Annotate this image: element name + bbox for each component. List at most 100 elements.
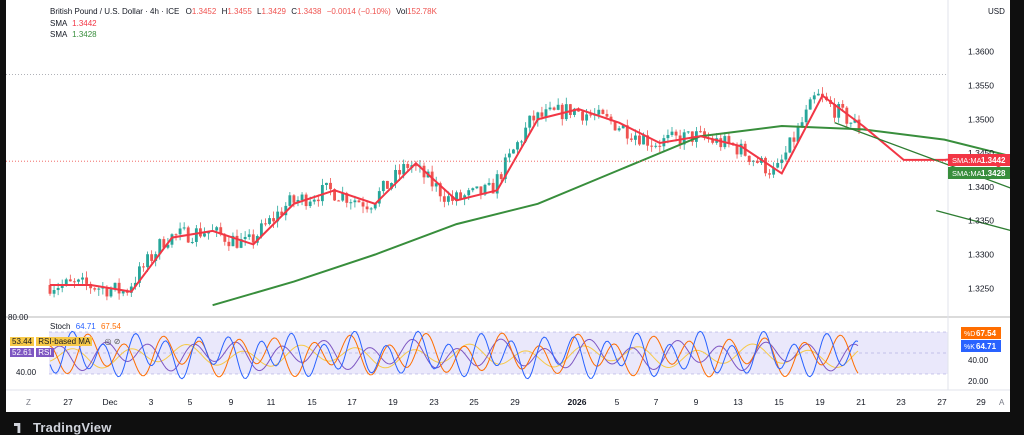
price-badge	[948, 167, 1010, 179]
price-badge	[948, 154, 1010, 166]
stoch-d-value: 67.54	[100, 322, 121, 331]
candle-body	[780, 159, 784, 164]
candle-body	[609, 116, 613, 122]
price-tick-label: 1.3550	[968, 80, 994, 90]
candle-body	[292, 195, 296, 203]
candle-body	[365, 206, 369, 210]
rsi-label: RSI	[36, 348, 54, 357]
candle-body	[369, 208, 373, 210]
time-tick-label: 23	[429, 397, 439, 407]
candle-body	[182, 227, 186, 229]
candle-body	[585, 114, 589, 121]
candle-body	[446, 196, 450, 202]
time-tick-label: 29	[510, 397, 520, 407]
candle-body	[337, 200, 341, 202]
candle-body	[227, 241, 231, 247]
candle-body	[804, 109, 808, 123]
candle-body	[617, 128, 621, 131]
osc-tick-right: 20.00	[968, 377, 989, 386]
ohlc-h-label: H	[221, 7, 228, 16]
osc-badge-name: %D	[964, 331, 975, 338]
candle-body	[52, 290, 56, 294]
candle-body	[308, 201, 312, 207]
time-tick-label: 17	[347, 397, 357, 407]
stoch-legend[interactable]: Stoch 64.71 67.54	[50, 322, 121, 331]
rsi-value: 52.61	[10, 348, 35, 357]
candle-body	[788, 137, 792, 153]
osc-badge-value: 64.71	[976, 342, 997, 351]
rsi-legend[interactable]: 52.61 RSI	[10, 348, 54, 357]
osc-tick-right: 40.00	[968, 356, 989, 365]
candle-body	[552, 107, 556, 110]
sma-fast-label: SMA	[50, 19, 67, 28]
candle-body	[739, 143, 743, 155]
candle-body	[361, 202, 365, 207]
candle-body	[402, 164, 406, 175]
candle-body	[121, 291, 125, 294]
candle-body	[276, 211, 280, 222]
osc-badge	[961, 340, 1001, 352]
candle-body	[398, 169, 402, 175]
candle-body	[544, 109, 548, 117]
candle-body	[479, 186, 483, 195]
candle-body	[455, 192, 458, 201]
time-tick-label: 19	[815, 397, 825, 407]
time-tick-label: 19	[388, 397, 398, 407]
candle-body	[280, 211, 284, 216]
candle-body	[613, 121, 617, 131]
chart-panel[interactable]: 1.3600 1.3550 1.3500 1.3450 1.3400 1.3350 1.33…	[6, 0, 1024, 412]
candle-body	[235, 235, 239, 248]
candle-body	[747, 155, 751, 162]
sma-slow-value: 1.3428	[72, 30, 97, 39]
time-tick-label: 9	[229, 397, 234, 407]
candle-body	[601, 109, 605, 114]
trend-line	[936, 209, 1024, 235]
candle-body	[138, 266, 141, 283]
candle-body	[442, 196, 446, 202]
ohlc-open: 1.3452	[191, 7, 217, 16]
candle-body	[451, 196, 454, 201]
candle-body	[499, 174, 503, 180]
candle-body	[516, 142, 519, 150]
candle-body	[699, 131, 702, 133]
candle-body	[573, 108, 576, 115]
sma-slow-legend[interactable]: SMA 1.3428	[50, 30, 97, 39]
candle-body	[581, 111, 584, 121]
candle-body	[377, 191, 381, 204]
candle-body	[638, 135, 641, 145]
price-tick-label: 1.3300	[968, 250, 994, 260]
price-badge-value: 1.3442	[981, 156, 1006, 165]
chart-svg[interactable]: 1.3600 1.3550 1.3500 1.3450 1.3400 1.3350 1.33…	[6, 0, 1024, 412]
symbol-legend[interactable]: British Pound / U.S. Dollar · 4h · ICE O…	[50, 7, 437, 16]
candle-body	[174, 234, 178, 236]
time-tick-label: 29	[976, 397, 986, 407]
candle-body	[556, 104, 560, 110]
price-badge-name: SMA:MA	[952, 156, 982, 165]
candle-body	[467, 190, 471, 196]
candle-body	[764, 157, 767, 174]
rsi-ma-legend[interactable]: 53.44 RSI-based MA ◎ ⊘	[10, 337, 120, 346]
candle-body	[259, 223, 263, 237]
candle-body	[816, 93, 820, 96]
candle-body	[89, 283, 93, 289]
price-badge-name: SMA:MA	[952, 169, 982, 178]
sma-fast-legend[interactable]: SMA 1.3442	[50, 19, 97, 28]
time-tick-label: 5	[615, 397, 620, 407]
candle-body	[349, 202, 353, 204]
currency-label[interactable]: USD	[988, 7, 1005, 16]
candle-body	[463, 195, 467, 200]
candle-body	[406, 164, 410, 168]
candle-body	[85, 277, 89, 284]
tradingview-logo[interactable]: TradingView	[14, 420, 112, 435]
price-tick-label: 1.3500	[968, 114, 994, 124]
osc-tick-left: 40.00	[16, 368, 37, 377]
candle-body	[491, 182, 495, 194]
candle-body	[243, 236, 247, 240]
time-tick-label: 5	[188, 397, 193, 407]
candle-body	[203, 233, 206, 237]
candle-body	[629, 138, 633, 140]
ohlc-low: 1.3429	[261, 7, 286, 16]
legend-options-icon[interactable]: ◎ ⊘	[104, 337, 121, 346]
candle-body	[434, 183, 438, 187]
candle-body	[385, 180, 389, 189]
